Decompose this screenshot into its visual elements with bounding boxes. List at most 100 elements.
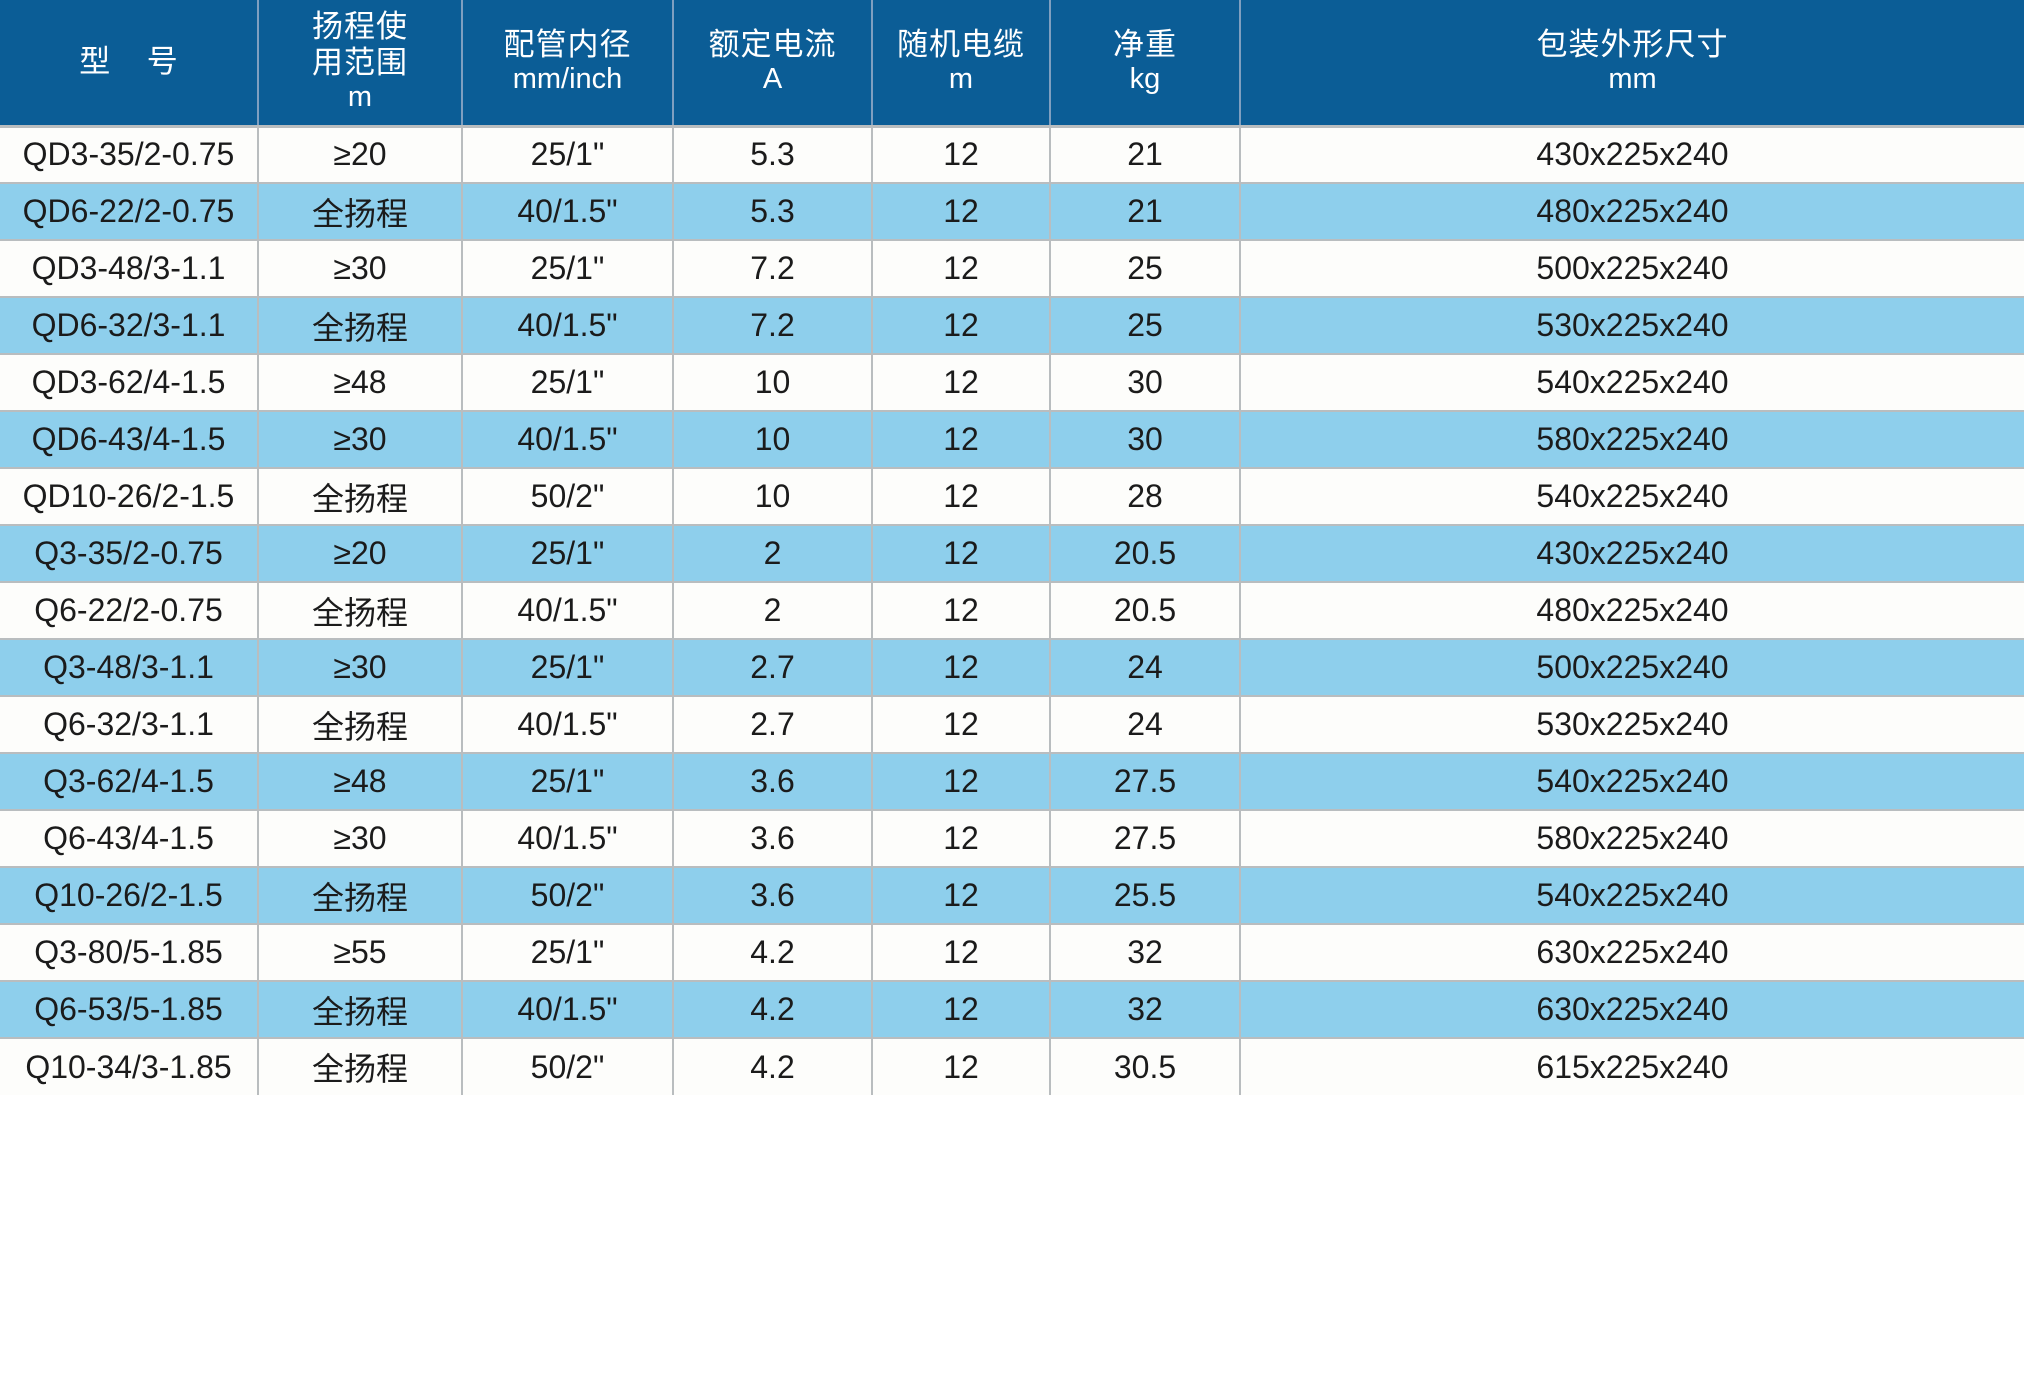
cell-cable: 12 [872,582,1051,640]
table-row: Q10-34/3-1.85 全扬程 50/2" 4.2 12 30.5 615x225x24… [0,1038,2024,1095]
table-row: QD6-22/2-0.75 全扬程 40/1.5" 5.3 12 21 480x225x24… [0,183,2024,241]
cell-model: QD10-26/2-1.5 [0,468,259,526]
column-header-current: 额定电流 A [673,0,873,128]
cell-pipe_id: 40/1.5" [462,183,674,241]
cell-net_weight: 30 [1050,411,1241,469]
cell-pipe_id: 40/1.5" [462,810,674,868]
column-header-cable-unit: m [948,63,974,96]
column-header-net-weight-unit: kg [1129,63,1161,96]
table-row: Q3-35/2-0.75 ≥20 25/1" 2 12 20.5 430x225x240 [0,525,2024,583]
cell-cable: 12 [872,183,1051,241]
column-header-net-weight-title: 净重 [1113,27,1177,63]
cell-head_range: ≥48 [258,753,463,811]
column-header-pipe-id-title: 配管内径 [503,27,632,63]
cell-current: 3.6 [673,810,873,868]
cell-model: Q10-26/2-1.5 [0,867,259,925]
column-header-net-weight: 净重 kg [1050,0,1241,128]
cell-head_range: ≥20 [258,126,463,184]
cell-cable: 12 [872,240,1051,298]
cell-package: 430x225x240 [1240,126,2024,184]
cell-package: 530x225x240 [1240,297,2024,355]
column-header-model: 型 号 [0,0,259,128]
cell-package: 480x225x240 [1240,582,2024,640]
cell-head_range: 全扬程 [258,582,463,640]
cell-head_range: 全扬程 [258,981,463,1039]
table-row: QD3-62/4-1.5 ≥48 25/1" 10 12 30 540x225x240 [0,354,2024,412]
cell-package: 630x225x240 [1240,924,2024,982]
cell-net_weight: 25 [1050,240,1241,298]
column-header-head-range-title-line2: 用范围 [312,45,408,81]
cell-pipe_id: 25/1" [462,240,674,298]
cell-model: QD3-48/3-1.1 [0,240,259,298]
table-row: Q10-26/2-1.5 全扬程 50/2" 3.6 12 25.5 540x225x240 [0,867,2024,925]
cell-head_range: ≥30 [258,411,463,469]
pump-specification-table: 型 号 扬程使 用范围 m 配管内径 mm/inch 额定电流 A 随机电缆 m… [0,0,2024,1095]
cell-pipe_id: 40/1.5" [462,696,674,754]
table-header-row: 型 号 扬程使 用范围 m 配管内径 mm/inch 额定电流 A 随机电缆 m… [0,0,2024,128]
table-row: Q3-80/5-1.85 ≥55 25/1" 4.2 12 32 630x225x240 [0,924,2024,982]
cell-cable: 12 [872,753,1051,811]
cell-current: 4.2 [673,1038,873,1095]
cell-cable: 12 [872,924,1051,982]
cell-head_range: ≥30 [258,810,463,868]
cell-package: 580x225x240 [1240,411,2024,469]
cell-package: 630x225x240 [1240,981,2024,1039]
cell-package: 500x225x240 [1240,240,2024,298]
cell-current: 7.2 [673,240,873,298]
cell-package: 615x225x240 [1240,1038,2024,1095]
cell-head_range: ≥30 [258,240,463,298]
cell-head_range: ≥20 [258,525,463,583]
cell-model: Q3-80/5-1.85 [0,924,259,982]
cell-current: 2.7 [673,696,873,754]
cell-package: 480x225x240 [1240,183,2024,241]
cell-head_range: 全扬程 [258,1038,463,1095]
cell-net_weight: 21 [1050,183,1241,241]
cell-current: 3.6 [673,867,873,925]
cell-pipe_id: 25/1" [462,525,674,583]
cell-package: 540x225x240 [1240,468,2024,526]
cell-net_weight: 30.5 [1050,1038,1241,1095]
table-row: Q6-32/3-1.1 全扬程 40/1.5" 2.7 12 24 530x225x240 [0,696,2024,754]
cell-cable: 12 [872,525,1051,583]
table-row: QD10-26/2-1.5 全扬程 50/2" 10 12 28 540x225x240 [0,468,2024,526]
cell-pipe_id: 40/1.5" [462,297,674,355]
cell-cable: 12 [872,867,1051,925]
cell-net_weight: 28 [1050,468,1241,526]
cell-pipe_id: 40/1.5" [462,582,674,640]
table-header: 型 号 扬程使 用范围 m 配管内径 mm/inch 额定电流 A 随机电缆 m… [0,0,2024,128]
cell-cable: 12 [872,297,1051,355]
cell-net_weight: 27.5 [1050,753,1241,811]
cell-pipe_id: 50/2" [462,867,674,925]
cell-net_weight: 25.5 [1050,867,1241,925]
cell-model: QD6-22/2-0.75 [0,183,259,241]
cell-pipe_id: 40/1.5" [462,411,674,469]
cell-net_weight: 24 [1050,639,1241,697]
column-header-current-unit: A [762,63,783,96]
cell-model: QD3-35/2-0.75 [0,126,259,184]
cell-net_weight: 25 [1050,297,1241,355]
cell-model: Q3-48/3-1.1 [0,639,259,697]
cell-model: QD6-32/3-1.1 [0,297,259,355]
cell-pipe_id: 40/1.5" [462,981,674,1039]
cell-cable: 12 [872,468,1051,526]
cell-pipe_id: 50/2" [462,468,674,526]
table-row: QD6-43/4-1.5 ≥30 40/1.5" 10 12 30 580x225x240 [0,411,2024,469]
cell-package: 500x225x240 [1240,639,2024,697]
table-row: Q3-62/4-1.5 ≥48 25/1" 3.6 12 27.5 540x225x240 [0,753,2024,811]
cell-current: 2.7 [673,639,873,697]
column-header-model-title: 型 号 [79,44,192,80]
cell-head_range: ≥48 [258,354,463,412]
cell-net_weight: 20.5 [1050,525,1241,583]
cell-current: 10 [673,354,873,412]
cell-current: 5.3 [673,126,873,184]
cell-package: 530x225x240 [1240,696,2024,754]
cell-cable: 12 [872,354,1051,412]
cell-model: Q6-32/3-1.1 [0,696,259,754]
cell-head_range: ≥30 [258,639,463,697]
cell-head_range: 全扬程 [258,867,463,925]
cell-model: QD6-43/4-1.5 [0,411,259,469]
cell-current: 7.2 [673,297,873,355]
column-header-package: 包装外形尺寸 mm [1240,0,2024,128]
cell-model: Q6-43/4-1.5 [0,810,259,868]
cell-head_range: 全扬程 [258,183,463,241]
